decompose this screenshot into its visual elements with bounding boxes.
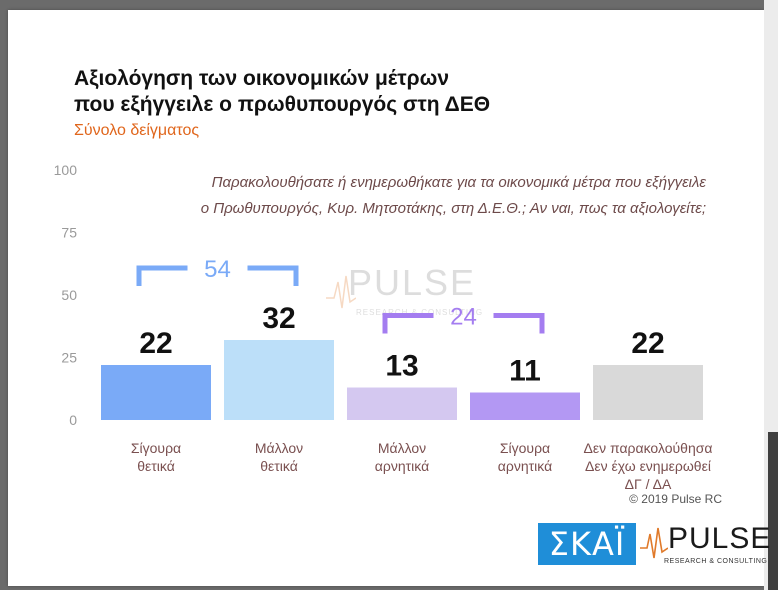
question-line-1: Παρακολουθήσατε ή ενημερωθήκατε για τα ο…	[211, 174, 706, 191]
y-axis: 0 25 50 75 100	[54, 162, 78, 428]
title-line-1: Αξιολόγηση των οικονομικών μέτρων	[74, 67, 450, 90]
chart-card	[8, 10, 764, 586]
pulse-logo-text: PULSE	[668, 522, 772, 555]
x-tick-label: Μάλλον	[255, 440, 303, 456]
copyright-note: © 2019 Pulse RC	[629, 492, 722, 506]
bar-value-label: 13	[385, 350, 418, 383]
title-line-2: που εξήγγειλε ο πρωθυπουργός στη ΔΕΘ	[74, 93, 491, 116]
bar-value-label: 22	[631, 327, 664, 360]
x-tick-label: αρνητικά	[498, 458, 552, 474]
pulse-logo: PULSE RESEARCH & CONSULTING	[640, 522, 770, 570]
y-tick-label: 50	[61, 287, 77, 303]
question-line-2: ο Πρωθυπουργός, Κυρ. Μητσοτάκης, στη Δ.Ε…	[200, 200, 706, 217]
group-bracket-right	[247, 265, 299, 286]
y-tick-label: 0	[69, 412, 77, 428]
survey-question: Παρακολουθήσατε ή ενημερωθήκατε για τα ο…	[140, 170, 706, 222]
watermark-text: PULSE	[348, 262, 477, 303]
bar	[347, 387, 457, 420]
x-tick-label: Μάλλον	[378, 440, 426, 456]
group-brackets: 54 24	[136, 256, 545, 334]
bar	[470, 392, 580, 420]
x-tick-label: Σίγουρα	[500, 440, 550, 456]
x-tick-label: θετικά	[260, 458, 298, 474]
bar-value-label: 11	[509, 355, 541, 388]
slide-edge-dark	[768, 432, 778, 590]
pulse-logo-subtext: RESEARCH & CONSULTING	[664, 558, 768, 565]
bar-value-label: 32	[262, 302, 295, 335]
group-total-label: 54	[204, 256, 231, 283]
pulse-logo-wave-icon	[640, 527, 668, 559]
pulse-watermark: PULSE RESEARCH & CONSULTING	[326, 262, 496, 324]
y-tick-label: 75	[61, 225, 77, 241]
bar-value-label: 22	[139, 327, 172, 360]
x-tick-label: αρνητικά	[375, 458, 429, 474]
watermark-subtext: RESEARCH & CONSULTING	[356, 308, 484, 317]
x-tick-label: Δεν έχω ενημερωθεί	[585, 458, 711, 474]
bar	[593, 365, 703, 420]
x-axis-labels: Σίγουρα θετικά Μάλλον θετικά Μάλλον αρνητικά Σ…	[131, 440, 713, 492]
bars-group: 22 32 13 11 22	[101, 302, 703, 420]
chart-title: Αξιολόγηση των οικονομικών μέτρων που εξ…	[74, 66, 490, 118]
x-tick-label: Δεν παρακολούθησα	[584, 440, 713, 456]
x-tick-label: θετικά	[137, 458, 175, 474]
skai-logo: ΣΚΑΪ	[538, 523, 636, 565]
y-tick-label: 100	[54, 162, 78, 178]
x-tick-label: ΔΓ / ΔΑ	[625, 476, 672, 492]
group-bracket-right	[493, 313, 545, 334]
bar	[101, 365, 211, 420]
bar	[224, 340, 334, 420]
x-tick-label: Σίγουρα	[131, 440, 181, 456]
y-tick-label: 25	[61, 350, 77, 366]
group-bracket-left	[382, 313, 434, 334]
group-total-label: 24	[450, 304, 477, 331]
chart-subtitle: Σύνολο δείγματος	[74, 122, 200, 139]
group-bracket-left	[136, 265, 188, 286]
pulse-wave-icon	[326, 275, 356, 309]
